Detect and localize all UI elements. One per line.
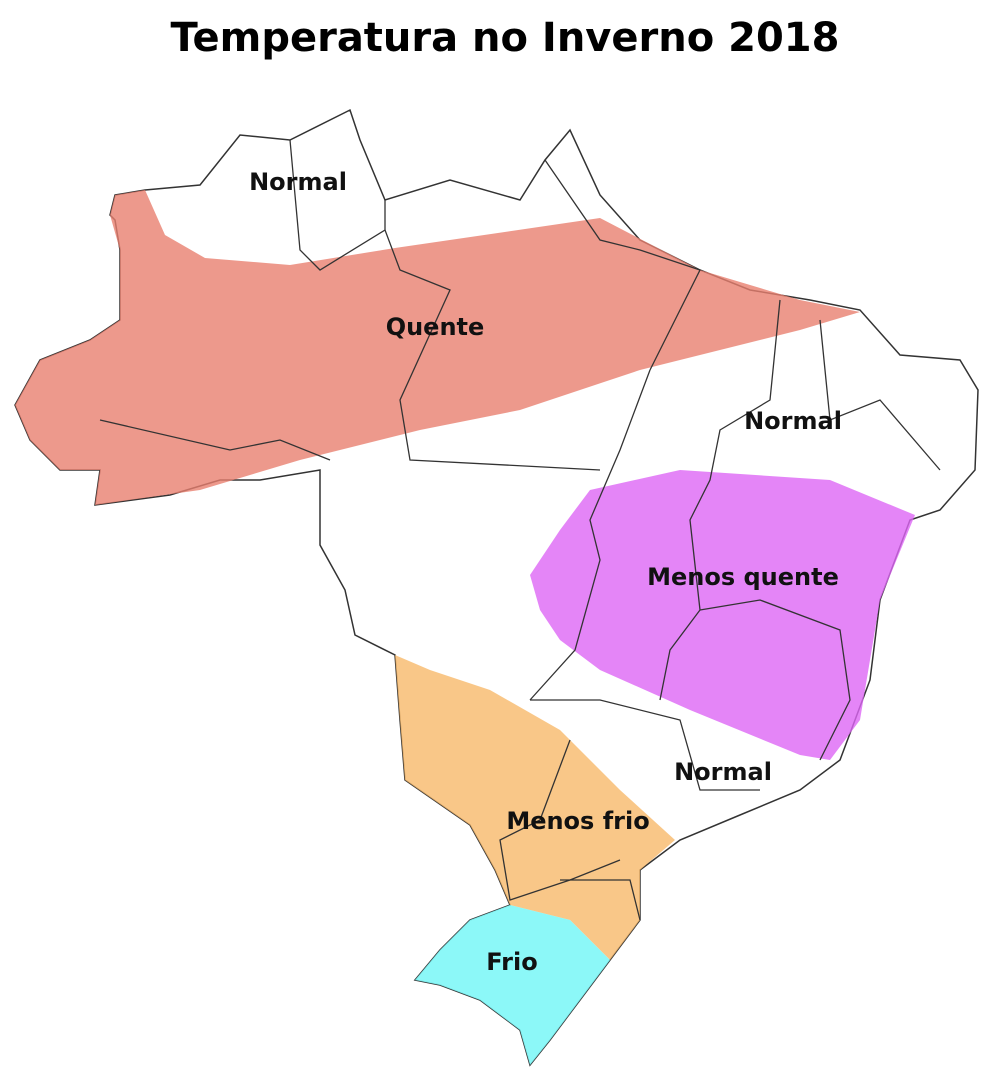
region-label: Quente <box>386 313 485 341</box>
region-label: Menos quente <box>647 563 839 591</box>
region-menos-frio <box>395 655 675 960</box>
region-label: Normal <box>249 168 347 196</box>
region-label: Normal <box>674 758 772 786</box>
map-title: Temperatura no Inverno 2018 <box>171 15 840 61</box>
region-label: Menos frio <box>506 807 649 835</box>
region-label: Frio <box>486 948 537 976</box>
state-borders <box>99 139 941 921</box>
region-quente <box>15 190 860 505</box>
region-frio <box>415 905 610 1065</box>
region-menos-quente <box>530 470 915 760</box>
region-label: Normal <box>744 407 842 435</box>
